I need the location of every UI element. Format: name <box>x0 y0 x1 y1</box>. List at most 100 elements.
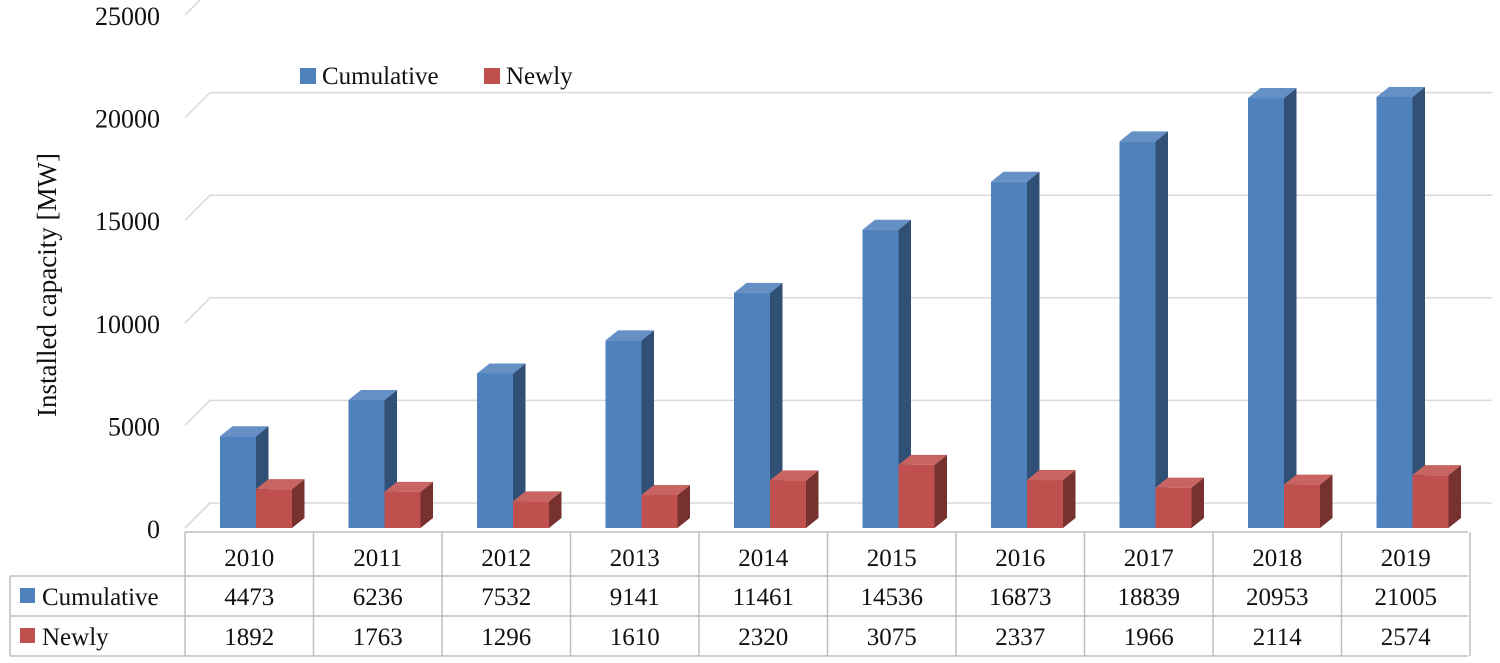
table-value-cumulative-2016: 16873 <box>989 584 1052 611</box>
y-axis-ticks: 0 5000 10000 15000 20000 25000 <box>95 2 160 544</box>
bar-top <box>1412 465 1461 476</box>
bar-side <box>1412 86 1425 528</box>
table-value-cumulative-2018: 20953 <box>1246 584 1309 611</box>
table-value-cumulative-2019: 21005 <box>1375 584 1438 611</box>
bar-front <box>605 340 642 528</box>
legend-swatch-cumulative <box>300 68 316 84</box>
bar-newly-2013 <box>641 484 690 528</box>
table-value-cumulative-2011: 6236 <box>353 584 403 611</box>
y-tick-label: 0 <box>147 515 160 544</box>
table-value-newly-2010: 1892 <box>224 624 274 651</box>
bar-front <box>1376 96 1413 528</box>
bar-front <box>862 229 899 528</box>
gridline-diag <box>184 297 211 324</box>
table-category-2016: 2016 <box>995 545 1045 572</box>
bar-top <box>734 282 783 293</box>
bar-front <box>477 373 513 528</box>
bar-front <box>1027 480 1063 528</box>
bar-side <box>549 491 562 528</box>
bar-side <box>677 484 690 528</box>
bar-top <box>898 454 947 465</box>
bar-top <box>991 171 1040 182</box>
bar-side <box>1155 131 1168 529</box>
gridline-diag <box>184 0 202 16</box>
bar-front <box>898 464 935 528</box>
bar-newly-2014 <box>770 470 819 528</box>
bar-front <box>256 489 292 528</box>
table-value-newly-2015: 3075 <box>867 624 917 651</box>
bar-newly-2011 <box>384 481 433 528</box>
bar-side <box>1320 474 1333 528</box>
bar-top <box>513 491 562 502</box>
bar-cumulative-2013 <box>605 330 654 528</box>
bar-top <box>1155 477 1204 488</box>
legend-swatch-newly <box>484 68 500 84</box>
bar-front <box>1248 98 1284 529</box>
bar-newly-2015 <box>898 454 947 528</box>
bar-top <box>1248 88 1297 99</box>
table-value-newly-2016: 2337 <box>995 624 1045 651</box>
bar-cumulative-2014 <box>734 282 783 528</box>
bar-top <box>348 390 397 401</box>
bar-newly-2016 <box>1027 470 1076 528</box>
data-table: 2010 2011 2012 2013 2014 2015 2016 2017 2018 2019… <box>9 531 1471 657</box>
bar-cumulative-2012 <box>477 363 526 528</box>
bar-front <box>348 400 385 528</box>
legend-label-newly: Newly <box>506 63 573 90</box>
bar-cumulative-2015 <box>862 219 911 528</box>
bar-front <box>1155 487 1192 528</box>
table-category-2012: 2012 <box>481 545 531 572</box>
bar-top <box>1027 470 1076 481</box>
bar-front <box>641 494 678 528</box>
table-value-cumulative-2014: 11461 <box>732 584 794 611</box>
table-category-2013: 2013 <box>610 545 660 572</box>
bar-side <box>1063 470 1076 528</box>
bar-newly-2010 <box>256 479 305 528</box>
bar-side <box>1027 171 1040 528</box>
bar-top <box>220 426 269 437</box>
bar-top <box>384 481 433 492</box>
table-value-cumulative-2015: 14536 <box>861 584 924 611</box>
table-value-cumulative-2017: 18839 <box>1118 584 1181 611</box>
table-swatch-newly <box>20 628 35 643</box>
table-value-newly-2014: 2320 <box>738 624 788 651</box>
y-tick-label: 20000 <box>95 105 160 134</box>
bar-newly-2019 <box>1412 465 1461 528</box>
table-swatch-cumulative <box>20 588 35 603</box>
bar-top <box>477 363 526 374</box>
bar-side <box>1191 477 1204 528</box>
bar-cumulative-2017 <box>1119 131 1168 529</box>
table-value-newly-2013: 1610 <box>610 624 660 651</box>
bar-cumulative-2018 <box>1248 88 1297 529</box>
table-value-newly-2017: 1966 <box>1124 624 1174 651</box>
bar-newly-2017 <box>1155 477 1204 528</box>
table-category-2017: 2017 <box>1124 545 1174 572</box>
table-row-label-cumulative: Cumulative <box>42 584 159 611</box>
bar-front <box>513 501 549 528</box>
table-category-2011: 2011 <box>353 545 402 572</box>
bar-front <box>1284 484 1320 528</box>
table-value-cumulative-2012: 7532 <box>481 584 531 611</box>
bar-top <box>256 479 305 490</box>
bar-front <box>734 292 770 528</box>
bar-side <box>934 454 947 528</box>
table-row-label-newly: Newly <box>42 624 109 651</box>
bar-cumulative-2016 <box>991 171 1040 528</box>
bar-side <box>513 363 526 528</box>
table-category-2014: 2014 <box>738 545 789 572</box>
bar-top <box>641 484 690 495</box>
bar-newly-2012 <box>513 491 562 528</box>
bar-side <box>898 219 911 528</box>
bar-front <box>991 181 1027 528</box>
bar-newly-2018 <box>1284 474 1333 528</box>
legend: Cumulative Newly <box>300 63 573 90</box>
table-value-cumulative-2013: 9141 <box>610 584 660 611</box>
table-value-cumulative-2010: 4473 <box>224 584 274 611</box>
y-tick-label: 25000 <box>95 2 160 31</box>
gridline-diag <box>184 399 211 426</box>
bar-side <box>292 479 305 528</box>
bar-cumulative-2019 <box>1376 86 1425 528</box>
table-value-newly-2011: 1763 <box>353 624 403 651</box>
bar-top <box>1376 86 1425 97</box>
